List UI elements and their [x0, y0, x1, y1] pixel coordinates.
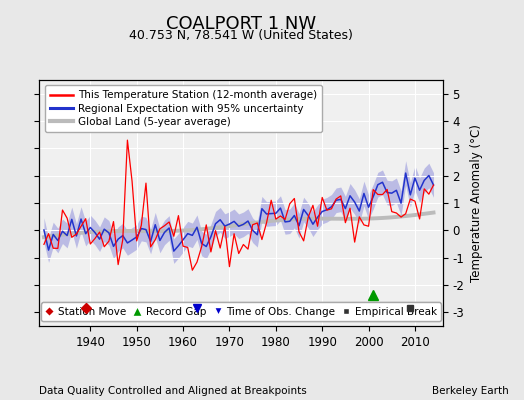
Text: Berkeley Earth: Berkeley Earth [432, 386, 508, 396]
Text: COALPORT 1 NW: COALPORT 1 NW [166, 15, 316, 33]
Text: 40.753 N, 78.541 W (United States): 40.753 N, 78.541 W (United States) [129, 29, 353, 42]
Text: Data Quality Controlled and Aligned at Breakpoints: Data Quality Controlled and Aligned at B… [39, 386, 307, 396]
Legend: Station Move, Record Gap, Time of Obs. Change, Empirical Break: Station Move, Record Gap, Time of Obs. C… [41, 302, 441, 321]
Y-axis label: Temperature Anomaly (°C): Temperature Anomaly (°C) [470, 124, 483, 282]
